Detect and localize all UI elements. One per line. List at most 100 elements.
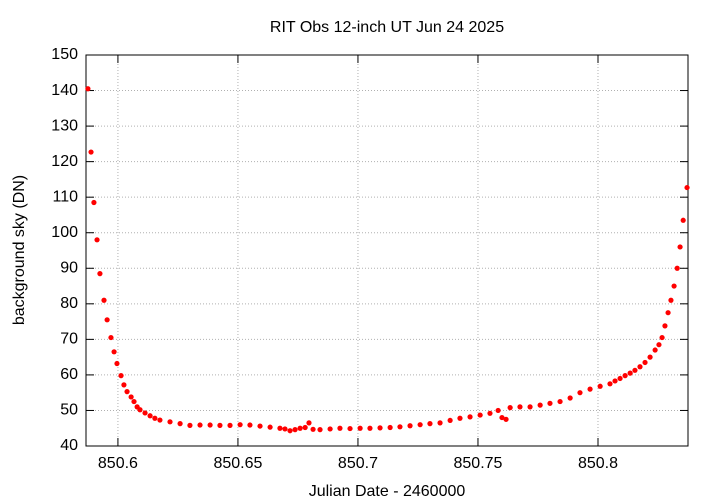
y-tick-label: 70 [60, 331, 78, 348]
data-point [137, 407, 143, 413]
data-point [627, 370, 633, 376]
y-tick-label: 140 [51, 82, 78, 99]
data-point [597, 383, 603, 389]
data-point [247, 422, 253, 428]
data-point [367, 425, 373, 431]
data-point [217, 422, 223, 428]
data-point [282, 426, 288, 432]
data-point [668, 297, 674, 303]
y-tick-label: 50 [60, 402, 78, 419]
data-point [177, 421, 183, 427]
data-point [152, 415, 158, 421]
data-point [91, 199, 97, 206]
y-tick-label: 60 [60, 366, 78, 383]
data-point [157, 417, 163, 423]
data-point [397, 424, 403, 430]
data-point [104, 317, 110, 323]
plot-frame [85, 54, 689, 447]
data-point [527, 404, 533, 410]
data-point [124, 389, 130, 395]
data-point [587, 386, 593, 392]
data-point [537, 402, 543, 408]
y-tick-label: 110 [52, 188, 78, 205]
data-point [237, 422, 243, 428]
data-point [567, 395, 573, 401]
y-tick-label: 100 [51, 224, 78, 241]
data-point [674, 265, 680, 271]
data-point [387, 424, 393, 431]
x-tick-label: 850.65 [213, 455, 262, 472]
x-tick-label: 850.7 [338, 455, 378, 472]
data-point [417, 422, 423, 428]
data-point [207, 422, 213, 428]
y-tick-label: 150 [51, 46, 78, 63]
data-point [292, 427, 298, 433]
data-point [607, 381, 613, 387]
data-point [477, 412, 483, 418]
y-tick-label: 90 [60, 259, 78, 276]
data-point [503, 416, 509, 422]
data-point [447, 417, 453, 424]
data-point [167, 419, 173, 425]
data-point [495, 407, 501, 414]
data-point [647, 354, 653, 360]
data-point [128, 394, 134, 400]
y-tick-label: 120 [51, 153, 78, 170]
data-point [267, 424, 273, 430]
data-point [108, 334, 114, 341]
data-point [617, 375, 623, 382]
data-point [517, 404, 523, 410]
data-point [427, 421, 433, 427]
data-point [227, 422, 233, 428]
data-point [297, 425, 303, 431]
data-point [94, 237, 100, 243]
data-point [187, 422, 193, 428]
data-point [142, 410, 148, 416]
x-tick-label: 850.8 [578, 455, 618, 472]
y-tick-label: 130 [51, 117, 78, 134]
data-point [671, 283, 677, 289]
data-point [499, 414, 505, 421]
data-point [111, 349, 117, 355]
x-axis-label: Julian Date - 2460000 [309, 483, 466, 500]
data-point [101, 297, 107, 303]
data-point [677, 244, 683, 250]
data-point [652, 347, 658, 353]
data-point [306, 420, 312, 426]
data-point [277, 425, 283, 431]
data-point [407, 423, 413, 429]
data-point [310, 426, 316, 432]
data-point [557, 398, 563, 405]
data-point [680, 217, 686, 223]
data-point [665, 310, 671, 316]
data-point [287, 428, 293, 434]
data-point [317, 427, 323, 433]
data-point [377, 425, 383, 431]
data-point [612, 378, 618, 384]
data-point [622, 373, 628, 379]
data-point [85, 86, 91, 92]
data-point [197, 422, 203, 428]
data-point [656, 342, 662, 348]
data-point [437, 420, 443, 426]
data-point [507, 405, 513, 411]
data-point [467, 414, 473, 420]
data-point [457, 415, 463, 421]
data-point [659, 334, 665, 341]
data-point [302, 424, 308, 431]
x-tick-label: 850.6 [98, 455, 138, 472]
data-point [632, 367, 638, 373]
y-tick-label: 40 [60, 437, 78, 454]
data-point [642, 359, 648, 366]
data-point [327, 426, 333, 432]
data-point [118, 373, 124, 379]
data-point [637, 364, 643, 370]
data-point [347, 425, 353, 432]
data-point [121, 382, 127, 388]
data-point [131, 398, 137, 405]
data-point [662, 323, 668, 329]
data-point [547, 400, 553, 406]
data-point [97, 271, 103, 277]
x-tick-label: 850.75 [454, 455, 503, 472]
